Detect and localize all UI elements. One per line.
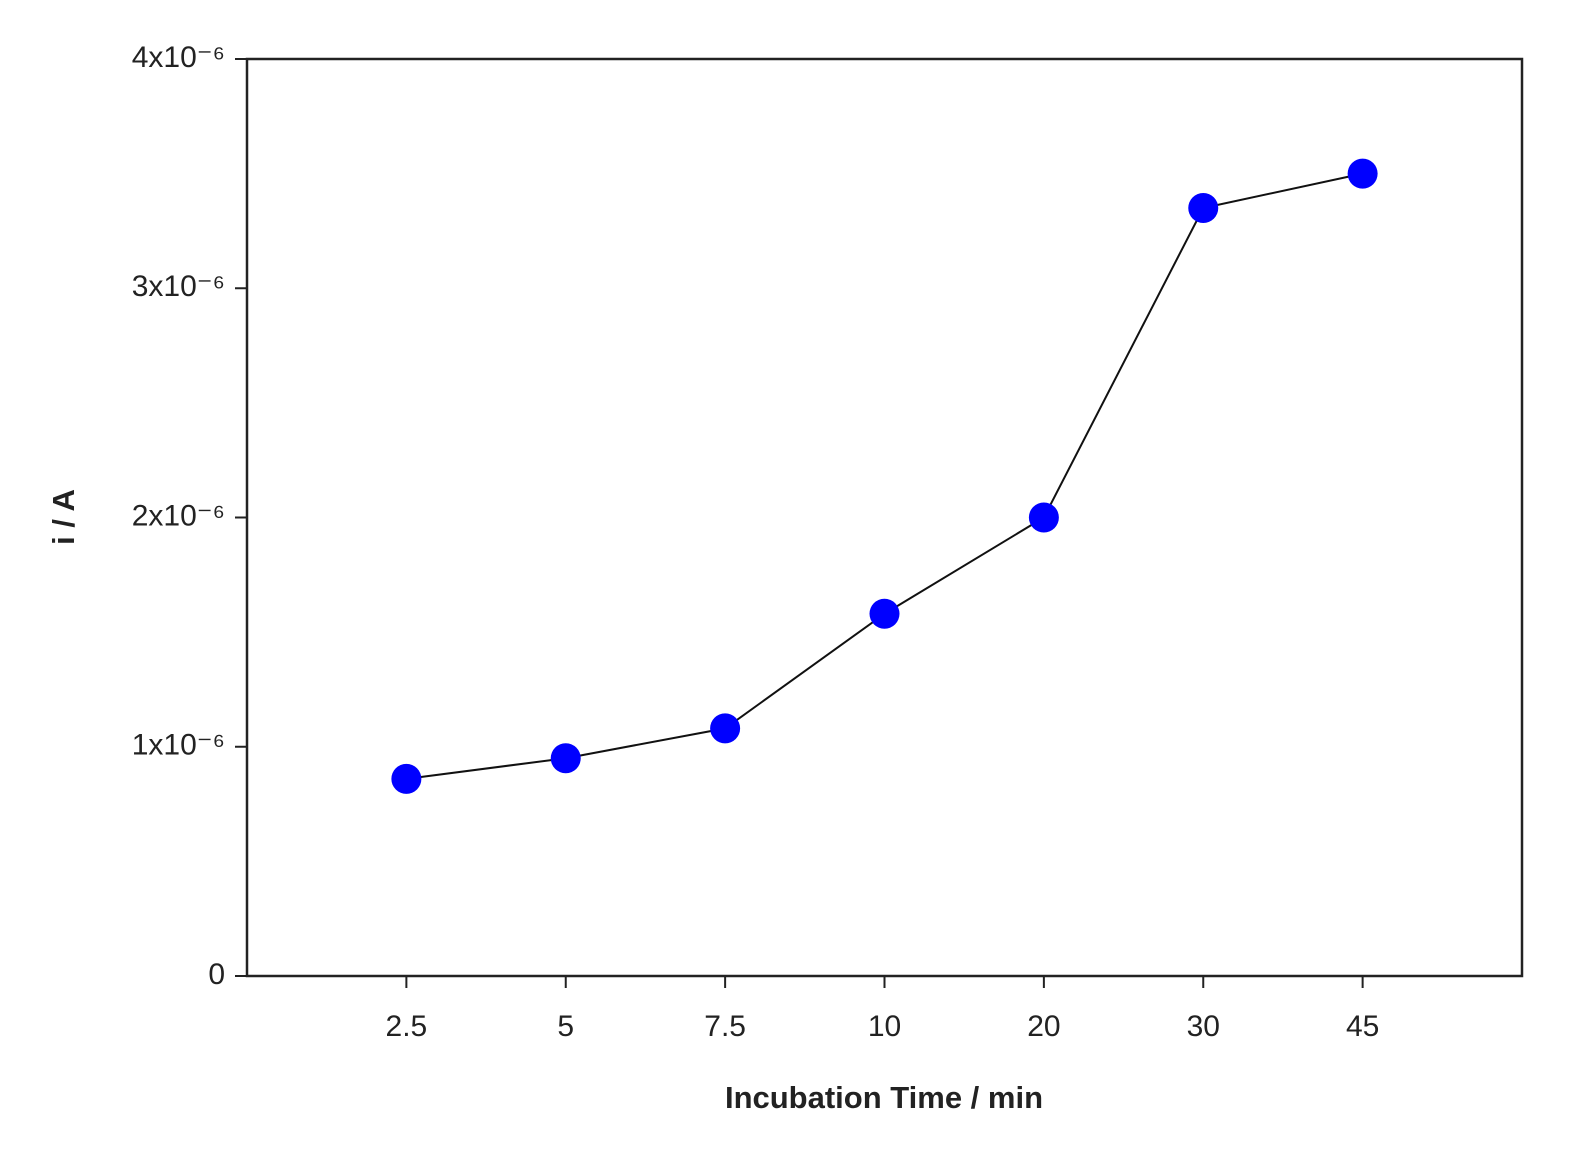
x-tick-label: 10 bbox=[868, 1010, 901, 1043]
plot-frame bbox=[245, 57, 1524, 978]
data-point bbox=[869, 598, 900, 629]
y-tick-label: 0 bbox=[208, 958, 225, 991]
data-point bbox=[550, 743, 581, 774]
x-tick-label: 2.5 bbox=[386, 1010, 428, 1043]
data-point bbox=[710, 713, 741, 744]
y-tick-label: 2x10⁻⁶ bbox=[132, 499, 225, 532]
x-tick-label: 45 bbox=[1346, 1010, 1379, 1043]
y-tick-label: 3x10⁻⁶ bbox=[132, 270, 225, 303]
x-axis-label: Incubation Time / min bbox=[725, 1080, 1043, 1115]
x-tick-label: 20 bbox=[1027, 1010, 1060, 1043]
x-tick-label: 30 bbox=[1187, 1010, 1220, 1043]
data-point bbox=[391, 763, 422, 794]
y-tick-label: 4x10⁻⁶ bbox=[132, 41, 225, 74]
data-point bbox=[1028, 502, 1059, 533]
data-point bbox=[1188, 193, 1219, 224]
y-tick-label: 1x10⁻⁶ bbox=[132, 729, 225, 762]
y-axis-label: i / A bbox=[46, 489, 81, 545]
x-tick-label: 7.5 bbox=[704, 1010, 746, 1043]
data-point bbox=[1347, 158, 1378, 189]
x-tick-label: 5 bbox=[557, 1010, 574, 1043]
series-line bbox=[406, 172, 1363, 780]
